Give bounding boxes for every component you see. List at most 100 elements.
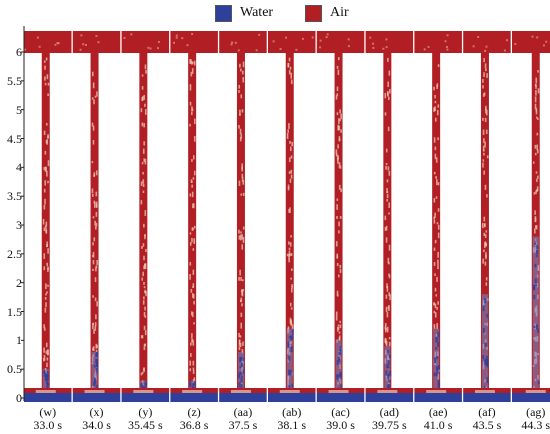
tube-streak — [434, 239, 437, 244]
tube-streak — [43, 354, 46, 361]
tube-streak — [437, 232, 440, 239]
tube-streak — [388, 273, 390, 277]
tube-streak — [388, 244, 391, 251]
tube-streak — [385, 294, 388, 299]
water-blob — [193, 381, 196, 386]
reservoir-texture — [80, 34, 83, 37]
water-blob — [486, 360, 489, 366]
basin-water — [24, 393, 72, 402]
tube-streak — [338, 230, 340, 234]
tube-streak — [434, 303, 437, 309]
tube-streak — [384, 92, 387, 99]
reservoir-texture — [279, 47, 282, 50]
tube-streak — [288, 208, 290, 213]
tube-streak — [193, 377, 196, 383]
tube-streak — [94, 220, 96, 226]
tube-streak — [142, 171, 144, 175]
tube-streak — [193, 170, 196, 176]
tube-streak — [240, 68, 242, 72]
tube-streak — [385, 165, 387, 170]
tube-streak — [95, 211, 98, 217]
tube-streak — [388, 336, 391, 340]
tube-streak — [433, 262, 436, 266]
tube-streak — [337, 144, 339, 149]
tube-streak — [191, 191, 194, 198]
water-blob — [535, 249, 538, 255]
tube-streak — [485, 68, 487, 72]
tube-streak — [140, 108, 143, 113]
tube-streak — [241, 173, 244, 178]
tube-streak — [143, 311, 146, 317]
tube-streak — [482, 162, 484, 168]
reservoir-texture — [175, 36, 178, 39]
tube-streak — [91, 122, 94, 127]
tube-streak — [193, 300, 195, 305]
tube-streak — [485, 109, 488, 116]
tube-streak — [43, 324, 45, 329]
tube-streak — [387, 126, 390, 132]
basin-water — [463, 393, 511, 402]
tube-streak — [388, 292, 391, 297]
tube-streak — [388, 274, 391, 279]
tube-streak — [190, 111, 193, 116]
reservoir-texture — [444, 40, 447, 43]
tube-streak — [437, 265, 439, 270]
tube-streak — [142, 243, 145, 247]
tube-streak — [339, 109, 341, 114]
reservoir-texture — [230, 43, 233, 46]
water-blob — [142, 386, 145, 389]
tube-streak — [193, 136, 196, 142]
tube-streak — [189, 273, 191, 280]
water-blob — [291, 383, 294, 388]
tube-streak — [93, 329, 95, 334]
water-blob — [388, 379, 391, 383]
tube-streak — [290, 155, 293, 159]
tube-streak — [338, 162, 341, 169]
tube-streak — [240, 231, 242, 234]
reservoir-texture — [56, 42, 59, 45]
reservoir-texture — [234, 41, 237, 44]
tube-streak — [482, 85, 484, 89]
tube-streak — [437, 259, 439, 266]
tube-streak — [436, 84, 438, 90]
panel-time: 33.0 s — [33, 418, 63, 432]
tube-streak — [482, 93, 485, 97]
tube-streak — [92, 216, 95, 219]
water-blob — [238, 382, 241, 388]
tube-streak — [338, 118, 340, 125]
tube-streak — [143, 123, 145, 128]
water-blob — [240, 383, 243, 390]
reservoir-texture — [258, 33, 261, 36]
riser-tube — [531, 53, 540, 392]
tube-streak — [46, 139, 48, 145]
water-blob — [537, 381, 540, 385]
reservoir-texture — [173, 41, 176, 44]
tube-streak — [43, 130, 46, 135]
tube-streak — [434, 146, 437, 151]
panel-time: 37.5 s — [228, 418, 258, 432]
tube-streak — [190, 353, 192, 357]
tube-streak — [337, 125, 340, 131]
water-blob — [240, 375, 243, 380]
reservoir-texture — [175, 34, 178, 37]
tube-streak — [433, 247, 436, 251]
tube-streak — [191, 293, 194, 298]
tube-streak — [238, 340, 241, 347]
tube-streak — [189, 262, 192, 266]
tube-streak — [144, 235, 146, 240]
tube-streak — [385, 225, 388, 231]
panel-label: (ad) 39.75 s — [366, 406, 412, 432]
tube-streak — [340, 113, 342, 120]
top-reservoir — [463, 31, 511, 53]
tube-streak — [92, 322, 95, 325]
water-blob — [484, 342, 487, 347]
tube-streak — [385, 340, 388, 347]
tube-streak — [141, 246, 143, 249]
water-blob — [436, 368, 439, 372]
tube-streak — [94, 297, 97, 302]
tube-streak — [337, 324, 340, 327]
tube-streak — [536, 144, 539, 151]
tube-streak — [96, 91, 98, 97]
water-column — [335, 340, 342, 392]
tube-streak — [144, 306, 146, 311]
